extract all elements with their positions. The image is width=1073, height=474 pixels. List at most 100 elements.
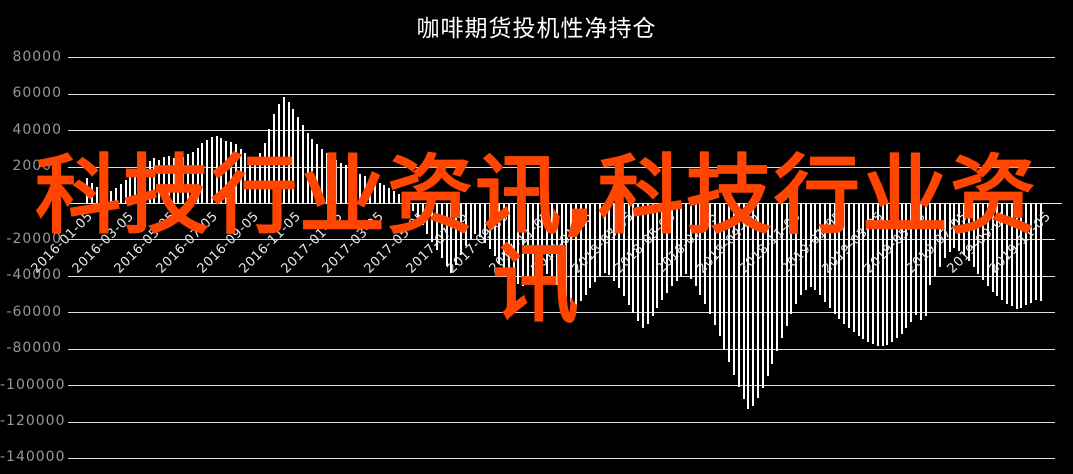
bar — [450, 203, 453, 273]
bar — [718, 203, 721, 337]
bar — [522, 203, 525, 287]
bar — [804, 203, 807, 290]
bar — [857, 203, 860, 336]
bar — [402, 198, 405, 204]
bar — [354, 170, 357, 204]
bar — [608, 203, 611, 276]
bar — [766, 203, 769, 377]
bar — [958, 203, 961, 251]
bar — [828, 203, 831, 309]
bar — [699, 203, 702, 295]
bar — [1025, 203, 1028, 306]
bar — [613, 203, 616, 281]
bar — [737, 203, 740, 388]
bar — [110, 190, 113, 204]
bar — [771, 203, 774, 364]
bar — [661, 203, 664, 300]
bar — [555, 203, 558, 286]
bar — [991, 203, 994, 292]
bar — [498, 203, 501, 264]
chart-title: 咖啡期货投机性净持仓 — [416, 16, 657, 42]
bar — [627, 203, 630, 305]
bar — [349, 168, 352, 204]
bar — [584, 203, 587, 296]
bar — [316, 144, 319, 204]
bar — [507, 203, 510, 276]
bar — [258, 153, 261, 204]
bar — [531, 203, 534, 279]
bar — [895, 203, 898, 339]
y-axis-label: -100000 — [0, 376, 66, 393]
bar — [306, 132, 309, 204]
bar — [512, 203, 515, 280]
bar — [838, 203, 841, 320]
bar — [91, 182, 94, 204]
bar — [345, 165, 347, 204]
bar — [565, 203, 568, 298]
bar — [910, 203, 913, 322]
bar — [986, 203, 989, 287]
bar — [670, 203, 673, 287]
bar — [665, 203, 668, 293]
bar — [254, 158, 256, 204]
bar — [847, 203, 850, 329]
bar — [230, 141, 232, 204]
bar — [915, 203, 917, 315]
bar — [800, 203, 802, 296]
bar — [115, 188, 117, 204]
bar — [416, 203, 419, 219]
bar — [574, 203, 577, 305]
bar — [934, 203, 937, 277]
bar — [881, 203, 884, 347]
bar — [833, 203, 836, 314]
bar — [948, 203, 951, 252]
bar — [407, 203, 410, 205]
bar — [191, 151, 194, 204]
bar — [397, 194, 400, 204]
bar — [383, 185, 386, 204]
bar — [277, 104, 280, 204]
bar — [747, 203, 750, 410]
bar — [891, 203, 893, 342]
bar — [488, 203, 491, 249]
bar — [900, 203, 903, 334]
bar — [421, 203, 424, 226]
y-axis-label: 20000 — [12, 158, 62, 175]
bar — [723, 203, 726, 350]
bar — [1020, 203, 1023, 309]
bar — [311, 138, 314, 204]
bar — [95, 187, 98, 204]
gridline — [68, 348, 1055, 350]
bar — [225, 140, 228, 204]
bar — [1039, 203, 1042, 301]
bar — [340, 162, 343, 204]
bar — [86, 178, 89, 204]
bar — [536, 203, 539, 273]
gridline — [68, 130, 1055, 132]
bar — [982, 203, 984, 280]
gridline — [68, 312, 1055, 314]
bar — [282, 97, 285, 204]
bar — [876, 203, 879, 346]
bar — [148, 160, 151, 204]
bar — [752, 203, 755, 406]
bar — [871, 203, 874, 344]
bar — [560, 203, 563, 292]
bar — [637, 203, 640, 321]
bar — [929, 203, 932, 286]
bar — [618, 203, 620, 289]
bar — [143, 163, 146, 204]
gridline — [68, 93, 1055, 95]
bar — [431, 203, 434, 242]
bar — [546, 203, 549, 274]
bar — [862, 203, 865, 340]
bar — [651, 203, 654, 317]
bar — [206, 139, 209, 204]
bar — [162, 157, 165, 204]
y-axis-label: -120000 — [0, 413, 66, 429]
bar — [297, 117, 300, 204]
bar — [867, 203, 870, 342]
bar — [1034, 203, 1037, 300]
y-axis-label: -40000 — [6, 267, 62, 284]
